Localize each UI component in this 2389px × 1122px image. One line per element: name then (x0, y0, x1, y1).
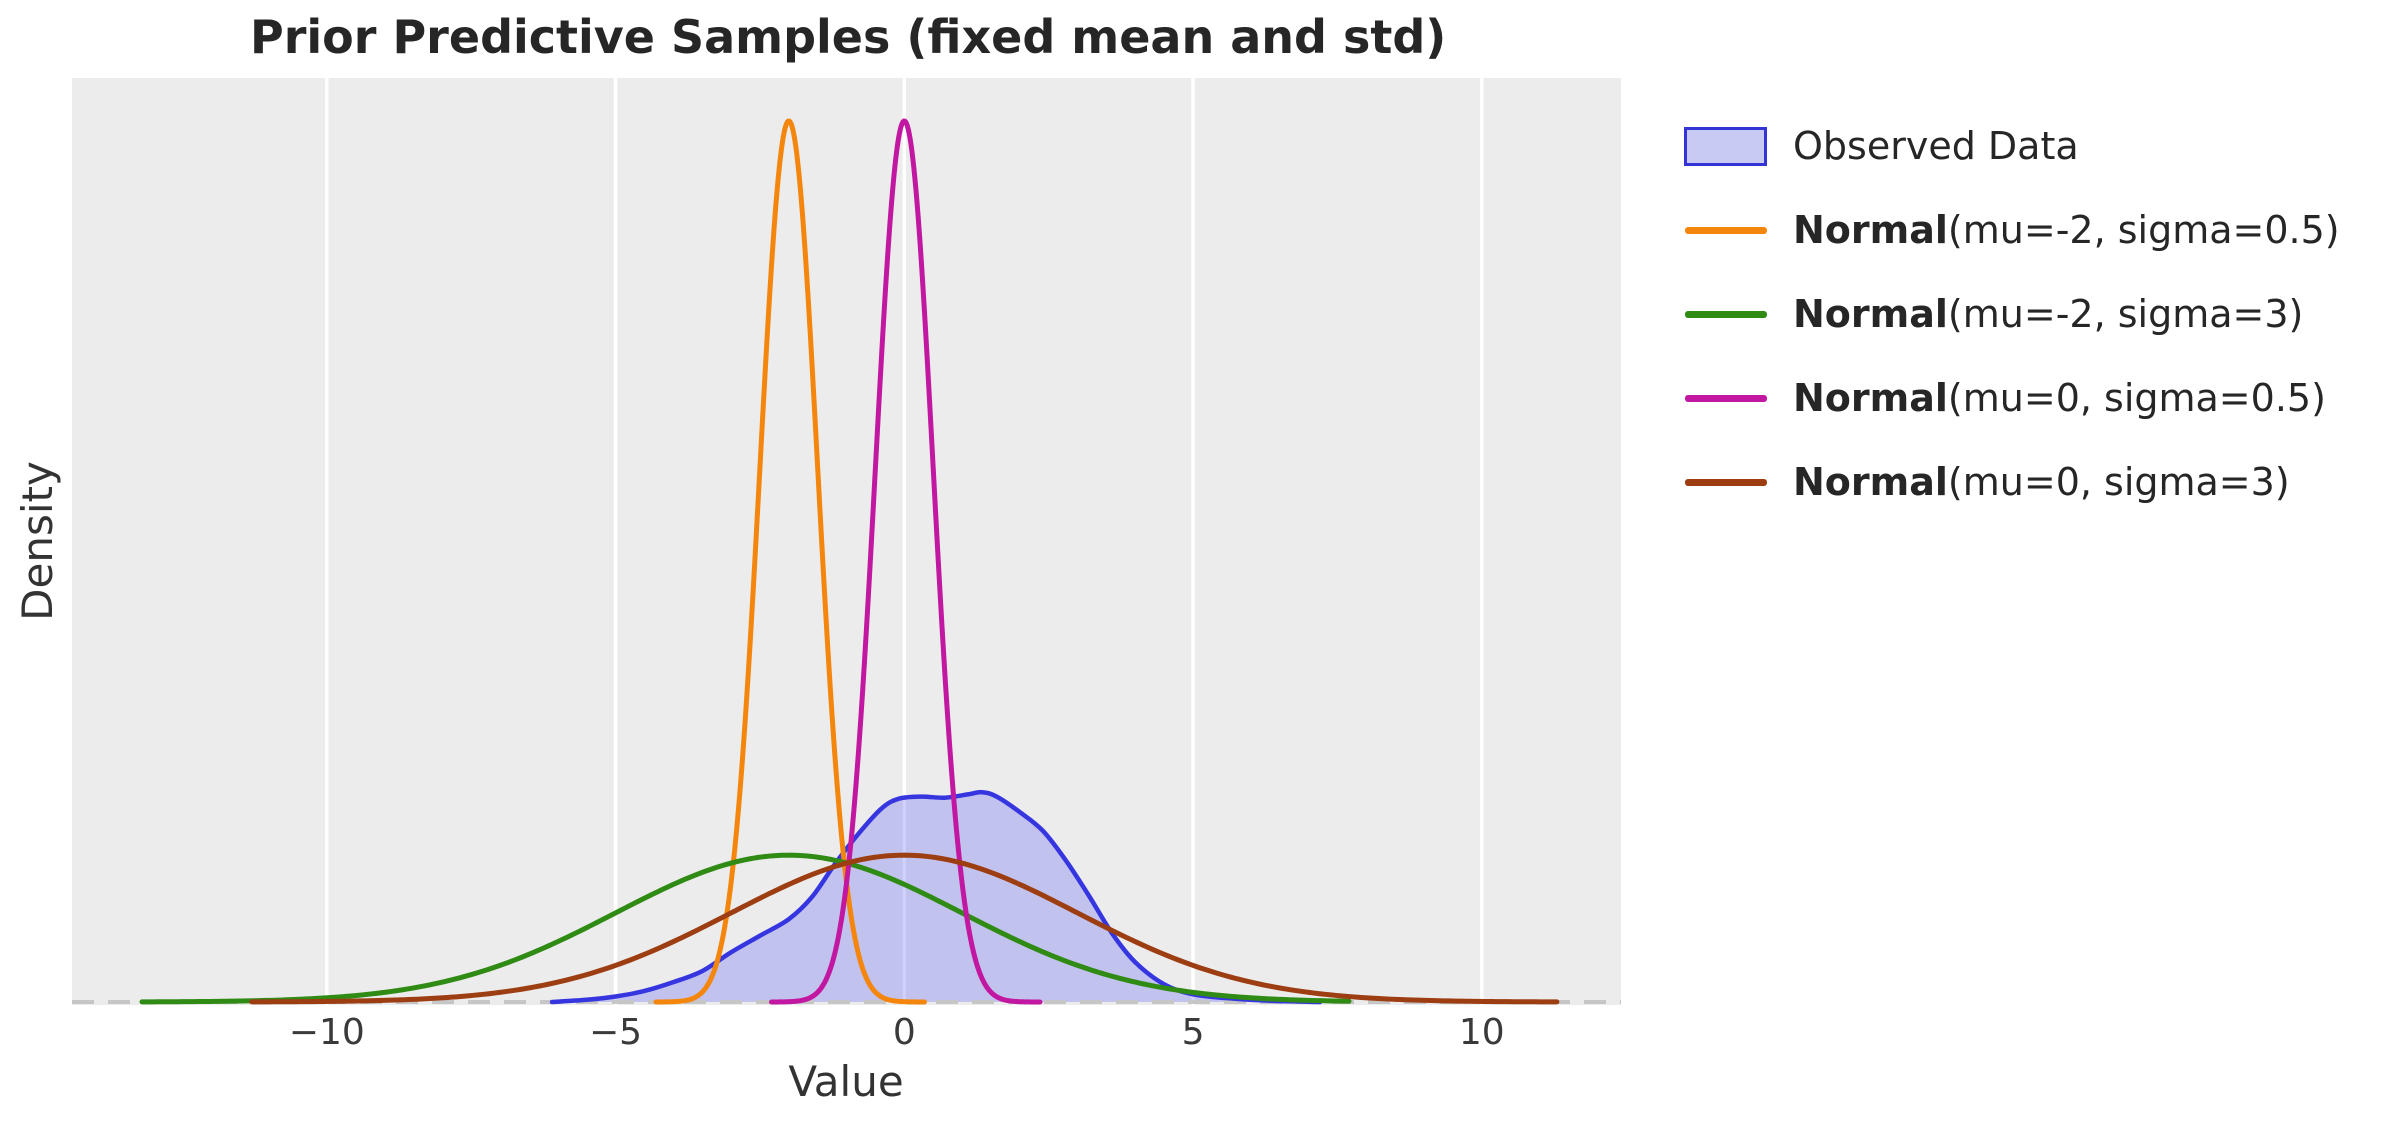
legend-label-3: Normal(mu=0, sigma=0.5) (1793, 376, 2326, 420)
normal-curve-mu-2-sigma3 (139, 852, 1352, 1005)
chart-title: Prior Predictive Samples (fixed mean and… (250, 10, 1446, 64)
normal-curve-mu-2-sigma0.5 (653, 118, 928, 1005)
y-axis-label: Density (13, 461, 62, 621)
x-tick-label: 5 (1182, 1012, 1205, 1053)
legend-label-rest: (mu=-2, sigma=0.5) (1947, 208, 2340, 252)
legend-swatch-3 (1684, 394, 1767, 402)
legend-label-bold: Normal (1793, 460, 1948, 504)
normal-curve-mu0-sigma3 (249, 852, 1560, 1005)
legend-label-rest: (mu=0, sigma=3) (1947, 460, 2290, 504)
x-tick-label: −5 (589, 1012, 642, 1053)
observed-data-curve (549, 789, 1323, 1005)
legend-item-3: Normal(mu=0, sigma=0.5) (1684, 356, 2340, 440)
legend-label-bold: Normal (1793, 292, 1948, 336)
legend: Observed Data Normal(mu=-2, sigma=0.5) Nor… (1684, 104, 2340, 524)
legend-patch-swatch (1684, 126, 1767, 166)
x-tick-label: −10 (289, 1012, 365, 1053)
legend-label-rest: (mu=-2, sigma=3) (1947, 292, 2304, 336)
legend-swatch-observed-data (1684, 126, 1767, 166)
legend-label-bold: Normal (1793, 208, 1948, 252)
normal-curve-mu0-sigma0.5 (768, 118, 1043, 1005)
plot-panel-layer: −10 −5 0 5 10 (72, 78, 1621, 1053)
legend-line-swatch (1684, 478, 1767, 486)
legend-label-4: Normal(mu=0, sigma=3) (1793, 460, 2290, 504)
legend-label-1: Normal(mu=-2, sigma=0.5) (1793, 208, 2340, 252)
legend-swatch-4 (1684, 478, 1767, 486)
legend-item-1: Normal(mu=-2, sigma=0.5) (1684, 188, 2340, 272)
x-axis-label: Value (788, 1057, 903, 1106)
legend-line-swatch (1684, 310, 1767, 318)
legend-line-swatch (1684, 226, 1767, 234)
legend-label-2: Normal(mu=-2, sigma=3) (1793, 292, 2303, 336)
legend-swatch-1 (1684, 226, 1767, 234)
x-tick-label: 0 (893, 1012, 916, 1053)
legend-label-0: Observed Data (1793, 124, 2079, 168)
legend-line-swatch (1684, 394, 1767, 402)
x-tick-label: 10 (1459, 1012, 1505, 1053)
legend-item-2: Normal(mu=-2, sigma=3) (1684, 272, 2340, 356)
legend-swatch-2 (1684, 310, 1767, 318)
legend-label-rest: (mu=0, sigma=0.5) (1947, 376, 2326, 420)
legend-item-0: Observed Data (1684, 104, 2340, 188)
legend-label-bold: Normal (1793, 376, 1948, 420)
legend-item-4: Normal(mu=0, sigma=3) (1684, 440, 2340, 524)
